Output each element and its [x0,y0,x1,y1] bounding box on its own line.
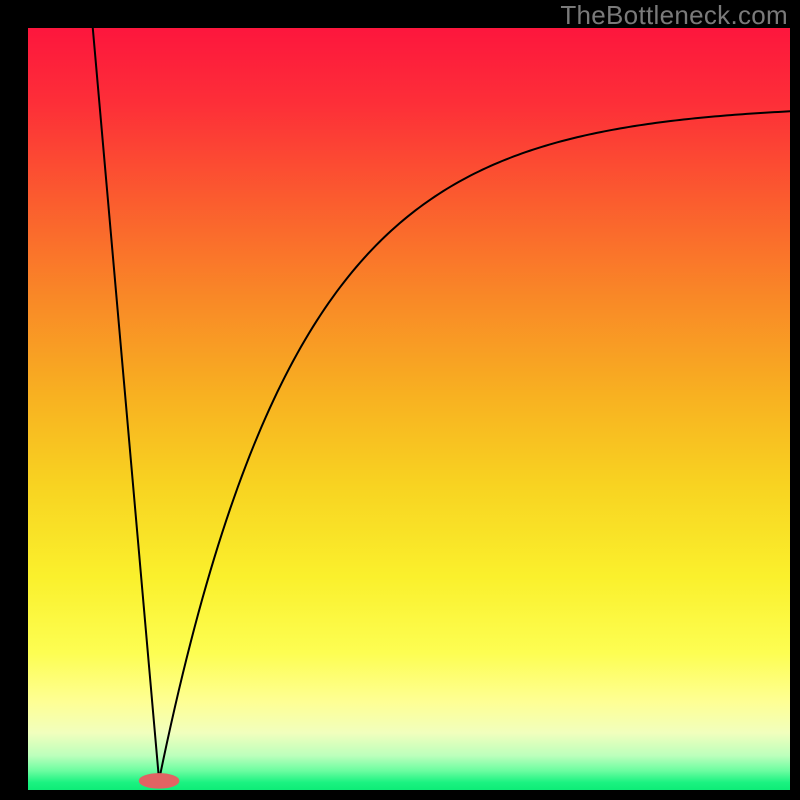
frame-border-bottom [0,790,800,800]
chart-container: { "canvas": { "width": 800, "height": 80… [0,0,800,800]
optimal-marker [139,774,179,788]
bottleneck-curve [93,28,790,780]
frame-border-right [790,0,800,800]
curve-layer [28,28,790,790]
watermark-text: TheBottleneck.com [560,0,788,31]
plot-area [28,28,790,790]
frame-border-left [0,0,28,800]
